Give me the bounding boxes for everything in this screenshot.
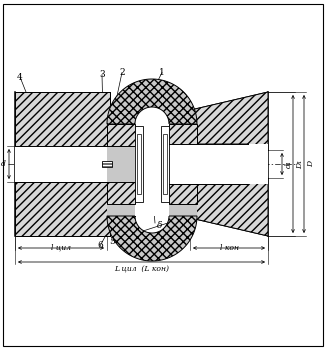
Polygon shape [15,92,114,146]
Text: D: D [307,161,315,167]
Polygon shape [169,184,197,204]
Text: δ: δ [157,222,163,230]
Polygon shape [107,124,135,216]
Bar [137,134,141,194]
Polygon shape [15,146,107,182]
Text: L цил  (L кон): L цил (L кон) [114,266,169,274]
Bar [163,134,167,194]
Text: 3: 3 [99,70,105,79]
Bar [161,126,169,202]
Text: 6: 6 [97,242,103,251]
Text: l цил: l цил [51,244,71,252]
Text: ▽1:10: ▽1:10 [206,145,230,153]
Polygon shape [107,79,197,124]
Text: 1: 1 [159,68,165,77]
Bar [135,126,143,202]
Text: 5: 5 [109,237,115,245]
Polygon shape [135,124,169,216]
Text: D₁: D₁ [296,159,304,169]
Text: 4: 4 [17,73,23,82]
Polygon shape [169,144,268,184]
Polygon shape [190,92,268,150]
Polygon shape [107,124,135,146]
Polygon shape [169,124,197,144]
Text: 2: 2 [119,68,125,77]
Polygon shape [169,124,197,216]
Text: d₁: d₁ [285,160,293,168]
Polygon shape [107,182,135,204]
Polygon shape [107,216,197,261]
Bar [102,161,112,167]
Polygon shape [190,178,268,236]
Text: l кон: l кон [219,244,238,252]
Polygon shape [15,182,114,236]
Text: d: d [1,160,6,168]
